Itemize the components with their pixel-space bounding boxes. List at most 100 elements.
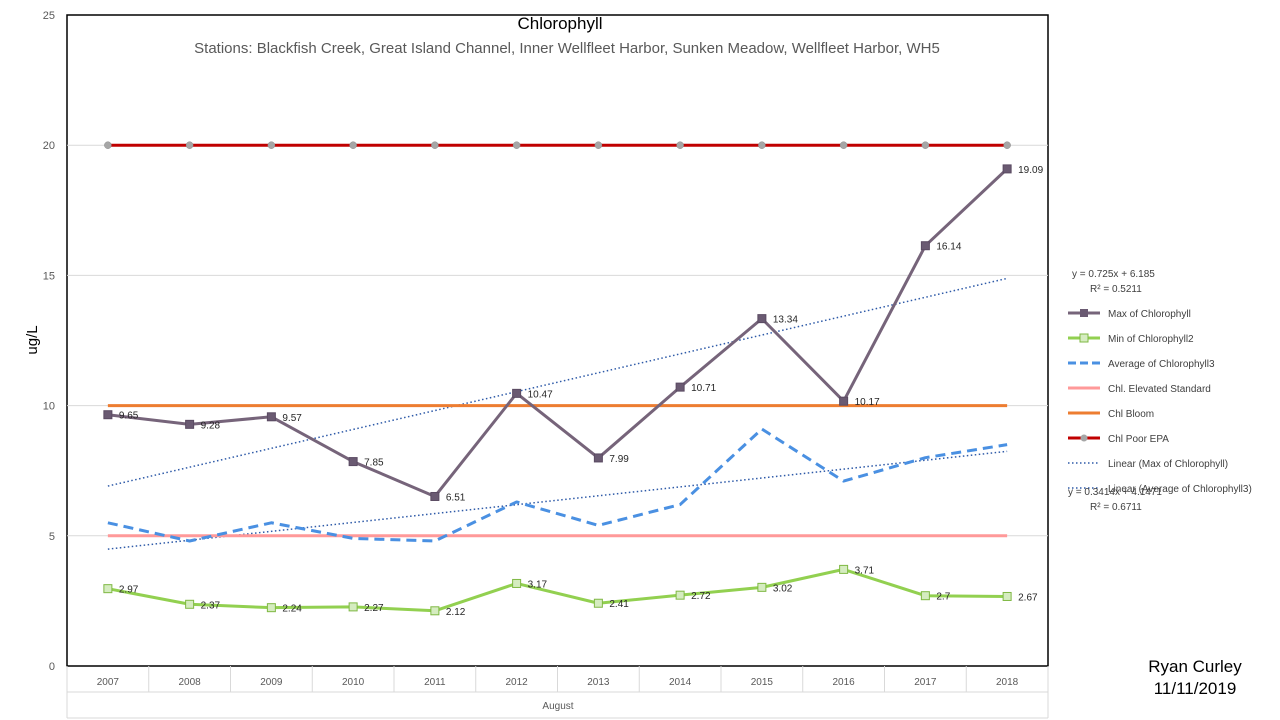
data-point [430, 606, 440, 616]
legend-marker [1079, 333, 1089, 343]
x-axis-label: August [542, 701, 573, 712]
data-label: 16.14 [936, 242, 961, 253]
legend-label: Chl Bloom [1108, 409, 1154, 420]
data-point [839, 564, 849, 574]
legend: Max of Chlorophyll Min of Chlorophyll2 Ave… [1068, 309, 1252, 495]
author-date: 11/11/2019 [1153, 679, 1237, 698]
data-label: 10.17 [855, 397, 880, 408]
chart-subtitle: Stations: Blackfish Creek, Great Island … [194, 40, 940, 57]
data-point [185, 141, 194, 149]
data-point [675, 382, 685, 392]
data-point [920, 591, 930, 601]
data-point [839, 141, 848, 149]
x-tick-label: 2008 [179, 677, 202, 688]
data-label: 7.99 [609, 454, 629, 465]
data-label: 2.7 [936, 592, 950, 603]
data-point [594, 141, 603, 149]
data-point [349, 141, 357, 149]
x-tick-label: 2007 [97, 677, 120, 688]
data-point [512, 388, 522, 398]
data-label: 10.47 [528, 389, 553, 400]
data-labels: 9.65 9.28 9.57 7.85 6.51 10.47 7.99 10.71 13.34 1… [119, 165, 1044, 618]
legend-marker [1080, 309, 1088, 317]
data-label: 3.02 [773, 583, 793, 594]
data-label: 9.57 [282, 413, 302, 424]
trendline [107, 450, 1008, 550]
legend-label: Linear (Max of Chlorophyll) [1108, 459, 1228, 470]
data-label: 2.37 [201, 600, 221, 611]
data-point [431, 141, 439, 149]
data-point [266, 603, 276, 613]
data-point [676, 141, 684, 149]
x-tick-labels: 2007 2008 2009 2010 2011 2012 2013 2014 2015 2016… [97, 677, 1019, 688]
data-point [430, 491, 440, 501]
y-tick-labels: 0 5 10 15 20 25 [43, 10, 55, 673]
data-point [758, 141, 766, 149]
y-axis-label: ug/L [24, 325, 41, 354]
data-label: 3.71 [855, 565, 875, 576]
data-point [757, 314, 767, 324]
trendlines [107, 277, 1008, 550]
data-label: 9.65 [119, 411, 139, 422]
legend-label: Chl Poor EPA [1108, 434, 1169, 445]
data-point [757, 582, 767, 592]
y-tick-label: 10 [43, 401, 55, 413]
data-label: 3.17 [528, 579, 548, 590]
legend-label: Chl. Elevated Standard [1108, 384, 1211, 395]
data-point [103, 584, 113, 594]
data-label: 9.28 [201, 420, 221, 431]
x-tick-label: 2015 [751, 677, 774, 688]
signature-block: Ryan Curley 11/11/2019 [1120, 656, 1270, 700]
data-label: 13.34 [773, 315, 798, 326]
plot-area-frame [66, 14, 1049, 667]
x-axis-box [66, 666, 1049, 719]
legend-label: Max of Chlorophyll [1108, 309, 1191, 320]
x-tick-label: 2014 [669, 677, 692, 688]
data-label: 2.27 [364, 603, 384, 614]
legend-label: Linear (Average of Chlorophyll3) [1108, 484, 1252, 495]
series-lines [103, 141, 1012, 616]
data-point [512, 578, 522, 588]
data-point [839, 396, 849, 406]
data-point [1003, 141, 1011, 149]
data-point [1002, 591, 1012, 601]
x-tick-label: 2009 [260, 677, 283, 688]
y-tick-label: 0 [49, 661, 55, 673]
trendline-equations: y = 0.725x + 6.185 R² = 0.5211 y = 0.3414x… [1068, 269, 1162, 513]
data-point [675, 590, 685, 600]
y-tick-label: 5 [49, 531, 55, 543]
data-label: 19.09 [1018, 165, 1043, 176]
data-point [185, 599, 195, 609]
x-tick-label: 2011 [424, 677, 446, 688]
data-point [1002, 164, 1012, 174]
data-label: 7.85 [364, 458, 384, 469]
trendline-r2: R² = 0.5211 [1090, 284, 1142, 295]
data-point [104, 141, 112, 149]
trendline [107, 277, 1008, 487]
x-tick-label: 2016 [833, 677, 856, 688]
data-point [185, 419, 195, 429]
series-line [107, 167, 1009, 498]
trendline-equation: y = 0.725x + 6.185 [1072, 269, 1155, 280]
data-label: 2.97 [119, 585, 139, 596]
y-tick-label: 20 [43, 140, 55, 152]
data-label: 2.67 [1018, 592, 1038, 603]
data-point [593, 453, 603, 463]
legend-label: Average of Chlorophyll3 [1108, 359, 1215, 370]
data-label: 10.71 [691, 383, 716, 394]
data-label: 2.12 [446, 607, 466, 618]
data-point [267, 141, 276, 149]
x-tick-label: 2017 [914, 677, 937, 688]
y-tick-label: 15 [43, 270, 55, 282]
data-point [348, 602, 358, 612]
data-label: 2.41 [609, 599, 629, 610]
data-point [593, 598, 603, 608]
y-tick-label: 25 [43, 10, 55, 22]
trendline-equation: y = 0.3414x + 4.1471 [1068, 487, 1162, 498]
series-line [107, 567, 1008, 613]
data-label: 2.72 [691, 591, 711, 602]
data-point [103, 410, 113, 420]
x-tick-label: 2010 [342, 677, 365, 688]
x-tick-label: 2018 [996, 677, 1019, 688]
